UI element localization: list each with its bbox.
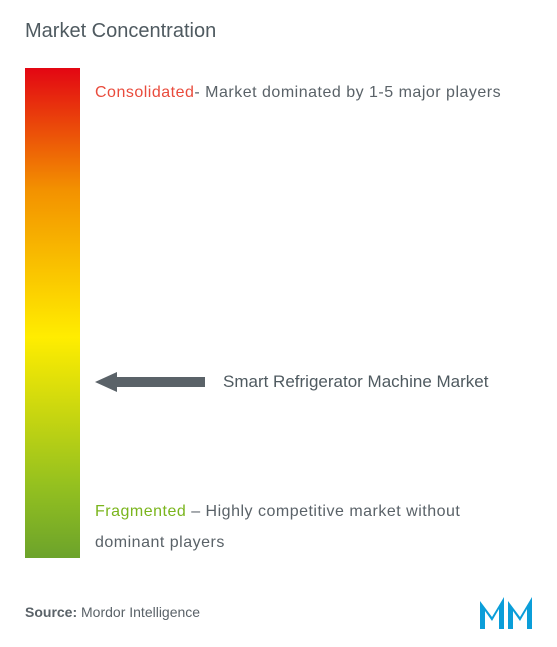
fragmented-keyword: Fragmented [95, 503, 186, 520]
fragmented-label: Fragmented – Highly competitive market w… [95, 497, 527, 558]
concentration-gradient-bar [25, 68, 80, 558]
chart-title: Market Concentration [25, 20, 532, 43]
market-marker: Smart Refrigerator Machine Market [95, 368, 527, 396]
consolidated-label: Consolidated- Market dominated by 1-5 ma… [95, 78, 527, 108]
mordor-logo-icon [480, 595, 532, 629]
consolidated-keyword: Consolidated [95, 84, 194, 101]
chart-area: Consolidated- Market dominated by 1-5 ma… [25, 68, 532, 558]
market-name: Smart Refrigerator Machine Market [223, 370, 488, 394]
footer: Source: Mordor Intelligence [25, 595, 532, 629]
source-text: Mordor Intelligence [81, 604, 200, 620]
arrow-left-icon [95, 368, 205, 396]
text-column: Consolidated- Market dominated by 1-5 ma… [80, 68, 532, 558]
source-line: Source: Mordor Intelligence [25, 604, 200, 620]
consolidated-description: - Market dominated by 1-5 major players [194, 84, 501, 101]
source-label: Source: [25, 604, 77, 620]
